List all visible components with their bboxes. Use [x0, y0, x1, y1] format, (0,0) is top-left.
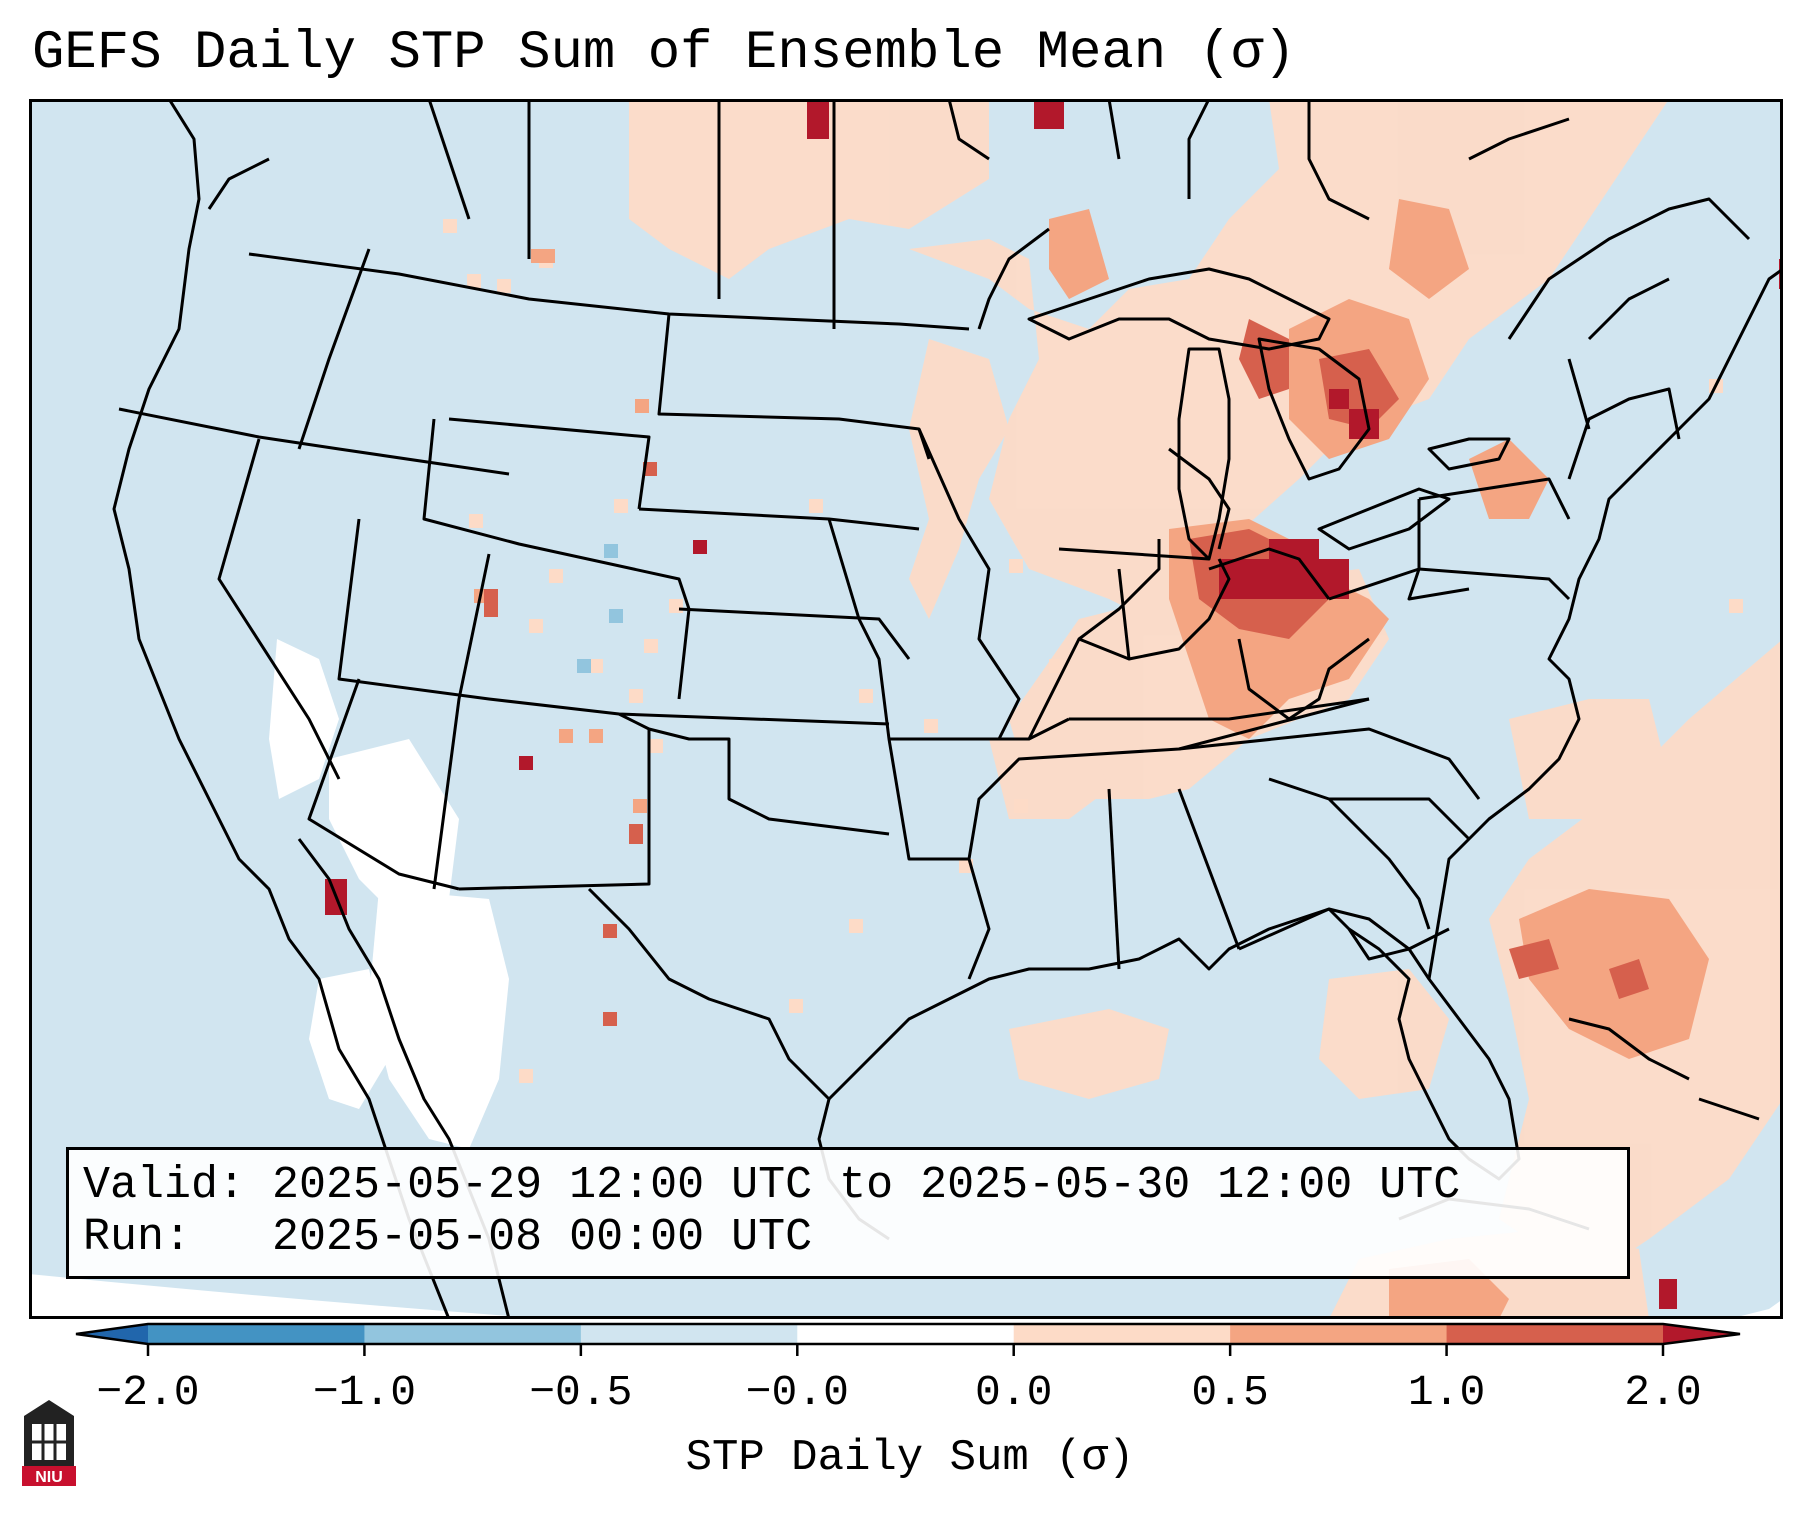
colorbar [0, 1318, 1803, 1508]
colorbar-tick-label: −1.0 [312, 1368, 417, 1417]
colorbar-bin [797, 1324, 1015, 1344]
colorbar-bin [580, 1324, 798, 1344]
colorbar-bin [1013, 1324, 1231, 1344]
niu-logo-icon: NIU [18, 1396, 80, 1488]
colorbar-tick-label: 2.0 [1624, 1368, 1702, 1417]
west-coast-line [112, 99, 451, 1319]
map-frame [29, 99, 1783, 1319]
colorbar-svg [75, 1322, 1741, 1356]
lake-superior [1027, 267, 1331, 351]
valid-line: Valid: 2025-05-29 12:00 UTC to 2025-05-3… [83, 1160, 1460, 1212]
projection-edge-right [1729, 1299, 1783, 1319]
info-box: Valid: 2025-05-29 12:00 UTC to 2025-05-3… [66, 1147, 1630, 1279]
colorbar-tick-label: 0.5 [1191, 1368, 1269, 1417]
projection-edge-left [29, 1274, 549, 1319]
valid-label: Valid: [83, 1160, 246, 1211]
colorbar-tick-label: −0.5 [529, 1368, 633, 1417]
colorbar-tick-label: −0.0 [745, 1368, 849, 1417]
colorbar-tick-label: −2.0 [96, 1368, 200, 1417]
valid-value: 2025-05-29 12:00 UTC to 2025-05-30 12:00… [272, 1160, 1461, 1211]
colorbar-bin [364, 1324, 582, 1344]
map-svg [29, 99, 1783, 1319]
run-label: Run: [83, 1212, 192, 1263]
colorbar-tick-label: 0.0 [974, 1368, 1053, 1417]
colorbar-bin [1230, 1324, 1448, 1344]
colorbar-label: STP Daily Sum (σ) [685, 1433, 1135, 1483]
colorbar-bin [148, 1324, 365, 1344]
colorbar-tick-marks [146, 1344, 1665, 1356]
lake-huron [1257, 337, 1371, 481]
colorbar-extend-high [1663, 1324, 1740, 1344]
colorbar-extend-low [76, 1324, 148, 1344]
logo-svg: NIU [22, 1400, 76, 1486]
map-panel[interactable] [29, 99, 1783, 1319]
lake-erie [1317, 487, 1451, 551]
stp-anomaly-field [269, 99, 1783, 1319]
lake-michigan [1177, 347, 1231, 561]
colorbar-bins [76, 1324, 1740, 1344]
run-value: 2025-05-08 00:00 UTC [272, 1212, 813, 1263]
chart-title: GEFS Daily STP Sum of Ensemble Mean (σ) [32, 23, 1296, 84]
lake-ontario [1427, 437, 1511, 471]
run-line: Run: 2025-05-08 00:00 UTC [83, 1212, 812, 1264]
logo-text: NIU [35, 1469, 63, 1486]
east-coast-line [1427, 267, 1783, 980]
colorbar-bin [1446, 1324, 1664, 1344]
colorbar-tick-label: 1.0 [1407, 1368, 1486, 1417]
